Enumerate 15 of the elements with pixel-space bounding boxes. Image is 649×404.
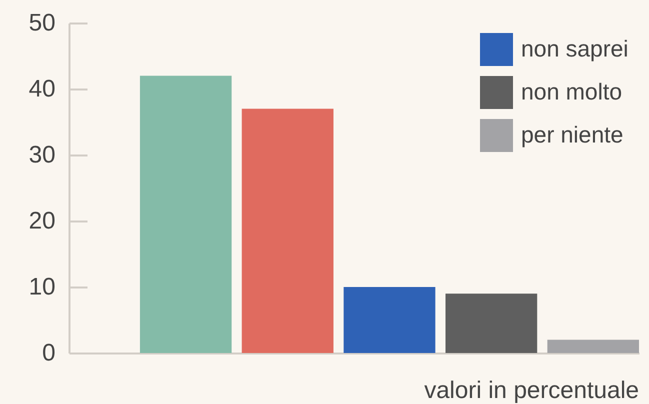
legend-label: non molto [521, 78, 622, 104]
bar [547, 340, 639, 353]
y-tick-label: 0 [42, 340, 56, 366]
bar [242, 108, 334, 353]
y-tick-label: 40 [28, 76, 56, 102]
y-tick-label: 20 [28, 208, 56, 234]
y-tick-label: 30 [28, 142, 56, 168]
y-tick-label: 10 [28, 274, 56, 300]
text: valori in percentuale [424, 377, 639, 404]
legend-label: non saprei [521, 36, 628, 62]
y-tick-label: 50 [28, 10, 56, 36]
bar [344, 287, 436, 353]
bar [140, 76, 232, 353]
legend-label: per niente [521, 122, 624, 148]
bar [445, 294, 538, 353]
